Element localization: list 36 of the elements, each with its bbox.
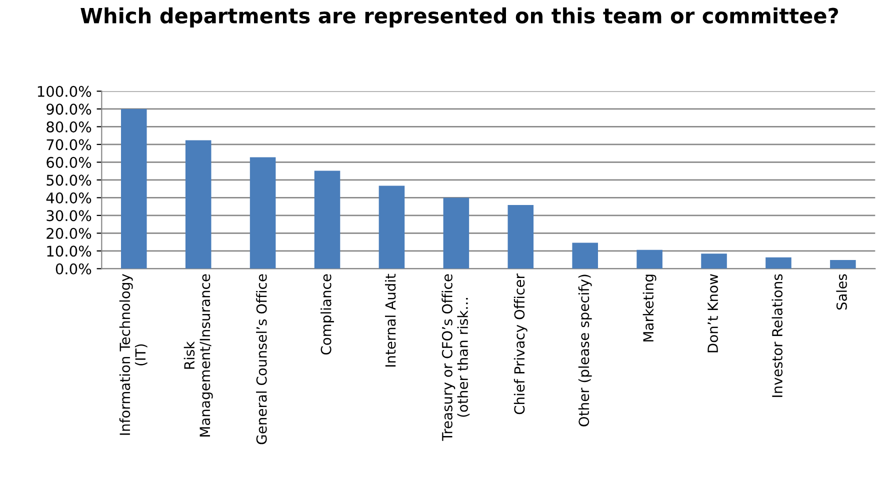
bar xyxy=(766,257,792,269)
y-tick-label: 30.0% xyxy=(46,210,92,222)
x-tick-label: Sales xyxy=(836,274,847,310)
bar xyxy=(443,198,470,269)
y-tick-label: 60.0% xyxy=(46,156,92,168)
bar xyxy=(250,157,276,269)
bar xyxy=(508,204,534,269)
y-tick-label: 50.0% xyxy=(46,174,92,186)
x-tick-label: Don’t Know xyxy=(708,274,718,352)
x-tick-label: Investor Relations xyxy=(772,274,783,397)
x-tick-label: Internal Audit xyxy=(385,274,396,367)
y-tick-label: 90.0% xyxy=(46,104,92,115)
x-tick-label: Other (please specify) xyxy=(578,274,592,426)
y-tick-label: 20.0% xyxy=(46,228,92,239)
x-tick-label: General Counsel’s Office xyxy=(256,274,267,444)
x-tick-label: Information Technology (IT) xyxy=(119,274,148,435)
x-tick-label: Treasury or CFO’s Office (other than risk… xyxy=(442,274,470,441)
y-tick-label: 0.0% xyxy=(56,263,92,274)
chart-title: Which departments are represented on this team or committee? xyxy=(80,7,838,28)
bar xyxy=(636,250,662,269)
y-tick-label: 10.0% xyxy=(47,246,92,257)
y-tick-label: 80.0% xyxy=(46,121,92,132)
bar xyxy=(378,186,405,269)
bar xyxy=(185,140,212,269)
y-tick-label: 40.0% xyxy=(46,192,92,204)
bar xyxy=(701,254,727,269)
y-tick-label: 70.0% xyxy=(46,139,92,150)
x-tick-label: Compliance xyxy=(320,274,334,355)
bar xyxy=(572,242,598,269)
x-tick-label: Marketing xyxy=(642,274,656,342)
bar xyxy=(314,170,340,269)
bar xyxy=(121,108,147,269)
x-tick-label: Chief Privacy Officer xyxy=(514,274,528,414)
x-tick-label: Risk Management/Insurance xyxy=(184,274,213,436)
y-tick-label: 100.0% xyxy=(38,86,92,97)
bar xyxy=(830,260,856,269)
